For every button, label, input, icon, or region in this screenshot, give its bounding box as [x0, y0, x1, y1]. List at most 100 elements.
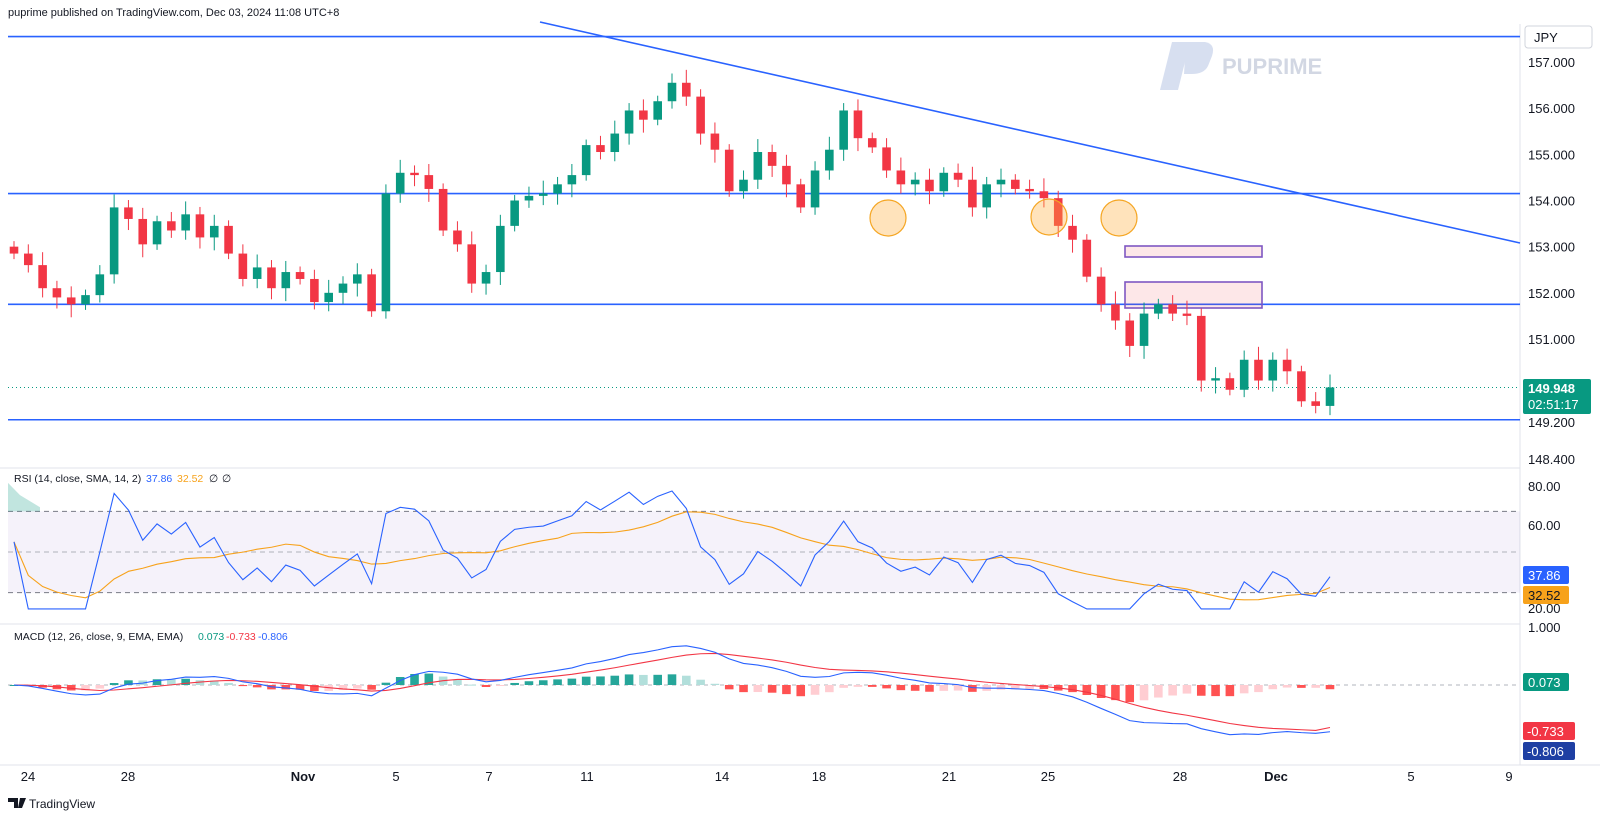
- candle-body-86: [1239, 359, 1249, 390]
- macd-hist-bar-33: [481, 685, 491, 688]
- macd-hist-bar-35: [510, 682, 519, 685]
- candle-body-44: [639, 110, 648, 120]
- macd-hist-bar-46: [667, 674, 677, 685]
- candle-body-83: [1196, 315, 1206, 381]
- candle-body-22: [324, 292, 333, 303]
- candle-body-17: [252, 267, 262, 279]
- rsi-legend-extra-1: ∅: [209, 473, 218, 485]
- macd-hist-bar-92: [1325, 685, 1335, 690]
- macd-hist-bar-86: [1239, 685, 1249, 694]
- candle-body-47: [682, 82, 691, 97]
- currency-box[interactable]: [1524, 25, 1593, 49]
- rsi-sma-badge: [1523, 586, 1569, 604]
- candle-body-81: [1168, 304, 1177, 314]
- macd-hist-bar-79: [1139, 685, 1149, 701]
- price-tick-6: 151.000: [1528, 332, 1575, 347]
- candle-body-71: [1025, 188, 1034, 192]
- candle-body-43: [624, 110, 634, 134]
- candle-body-24: [353, 274, 362, 284]
- candle-body-75: [1082, 239, 1092, 277]
- candle-body-25: [367, 274, 376, 312]
- macd-hist-bar-11: [167, 679, 176, 685]
- time-tick-12: 5: [1407, 769, 1414, 784]
- candle-body-52: [753, 152, 763, 180]
- rsi-sma-badge-text: 32.52: [1528, 588, 1561, 603]
- supply-zone-box-upper[interactable]: [1124, 245, 1263, 258]
- macd-hist-bar-15: [224, 682, 233, 685]
- price-axis[interactable]: 157.000 156.000 155.000 154.000 153.000 152.0…: [1528, 55, 1575, 467]
- candle-body-40: [581, 145, 591, 176]
- macd-hist-bar-39: [567, 678, 577, 685]
- macd-hist-bar-70: [1011, 685, 1020, 690]
- macd-legend-hist: 0.073: [198, 631, 224, 643]
- candle-body-2: [38, 265, 47, 289]
- macd-legend[interactable]: MACD (12, 26, close, 9, EMA, EMA) 0.073 …: [14, 631, 288, 643]
- macd-hist-badge-text: 0.073: [1528, 675, 1561, 690]
- candle-body-64: [925, 179, 934, 192]
- candle-body-32: [467, 244, 477, 284]
- candle-body-79: [1139, 313, 1149, 346]
- countdown-value: 02:51:17: [1528, 397, 1579, 412]
- macd-legend-label: MACD (12, 26, close, 9, EMA, EMA): [14, 631, 183, 643]
- rsi-legend[interactable]: RSI (14, close, SMA, 14, 2) 37.86 32.52 …: [14, 473, 231, 485]
- macd-hist-bar-53: [767, 685, 777, 693]
- macd-hist-bar-40: [581, 676, 591, 685]
- macd-hist-bar-16: [238, 685, 248, 687]
- puprime-logo-shape: [1160, 42, 1190, 90]
- candle-body-74: [1068, 225, 1077, 240]
- candle-body-34: [496, 225, 505, 273]
- time-tick-7: 18: [812, 769, 826, 784]
- macd-hist-bar-25: [367, 685, 376, 690]
- macd-hist-bar-77: [1111, 685, 1120, 701]
- macd-hist-bar-43: [624, 674, 634, 685]
- candle-body-62: [896, 170, 906, 185]
- descending-trendline[interactable]: [539, 21, 1521, 244]
- macd-hist-bar-83: [1196, 685, 1206, 696]
- candle-body-45: [653, 101, 662, 120]
- rsi-line: [13, 490, 1331, 610]
- macd-hist-bar-69: [996, 685, 1006, 690]
- macd-hist-bar-57: [825, 685, 834, 693]
- macd-hist-bar-55: [796, 685, 806, 697]
- macd-hist-bar-5: [81, 685, 90, 691]
- time-tick-4: 7: [485, 769, 492, 784]
- candle-body-36: [524, 195, 534, 201]
- candle-body-5: [81, 295, 90, 305]
- candle-body-16: [238, 253, 248, 279]
- macd-hist-bar-63: [910, 685, 920, 691]
- macd-hist-bar-7: [109, 683, 119, 685]
- candle-body-26: [381, 193, 391, 312]
- candle-body-58: [839, 110, 848, 150]
- rsi-legend-value: 37.86: [146, 473, 172, 485]
- macd-hist-bar-88: [1268, 685, 1278, 690]
- price-tick-3: 154.000: [1528, 193, 1575, 208]
- macd-hist-bar-44: [639, 674, 648, 685]
- time-axis[interactable]: 24 28 Nov 5 7 11 14 18 21 25 28 Dec 5 9: [21, 769, 1513, 784]
- macd-signal-line: [13, 652, 1331, 732]
- macd-hist-bar-17: [252, 685, 262, 688]
- macd-hist-bar-50: [724, 685, 734, 690]
- horizontal-levels: [8, 35, 1520, 421]
- macd-hist-bar-26: [381, 682, 391, 685]
- candle-body-78: [1125, 320, 1135, 346]
- macd-hist-bar-87: [1254, 685, 1263, 693]
- macd-hist-bar-81: [1168, 685, 1177, 696]
- macd-hist-bar-14: [209, 680, 219, 685]
- candle-body-0: [9, 246, 19, 254]
- macd-value-badge: [1523, 742, 1575, 760]
- tradingview-label: TradingView: [29, 797, 95, 811]
- candle-body-37: [538, 193, 548, 196]
- supply-zone-box-lower[interactable]: [1124, 281, 1263, 309]
- candle-body-70: [1011, 179, 1020, 189]
- candle-body-72: [1039, 191, 1049, 199]
- time-tick-2: Nov: [291, 769, 316, 784]
- candle-body-33: [481, 272, 491, 284]
- candle-body-41: [596, 145, 605, 153]
- rsi-tick-20: 20.00: [1528, 601, 1561, 616]
- candle-body-65: [939, 172, 949, 192]
- time-tick-10: 28: [1173, 769, 1187, 784]
- rsi-legend-label: RSI (14, close, SMA, 14, 2): [14, 473, 141, 485]
- time-tick-1: 28: [121, 769, 135, 784]
- candle-body-6: [95, 274, 105, 296]
